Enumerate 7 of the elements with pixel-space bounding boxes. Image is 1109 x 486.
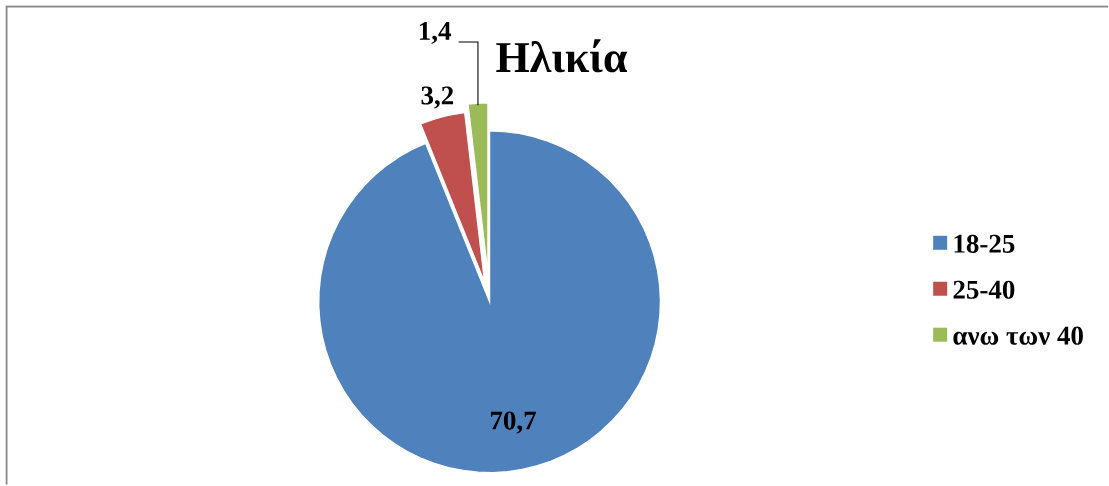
data-label: 70,7 (490, 411, 536, 434)
chart-title: Ηλικία (496, 39, 628, 73)
legend-label: 18-25 (954, 234, 1015, 254)
legend-label: 25-40 (953, 280, 1015, 300)
legend-label: ανω των 40 (953, 326, 1083, 346)
data-label: 1,4 (419, 22, 451, 45)
data-label: 3,2 (421, 86, 454, 109)
